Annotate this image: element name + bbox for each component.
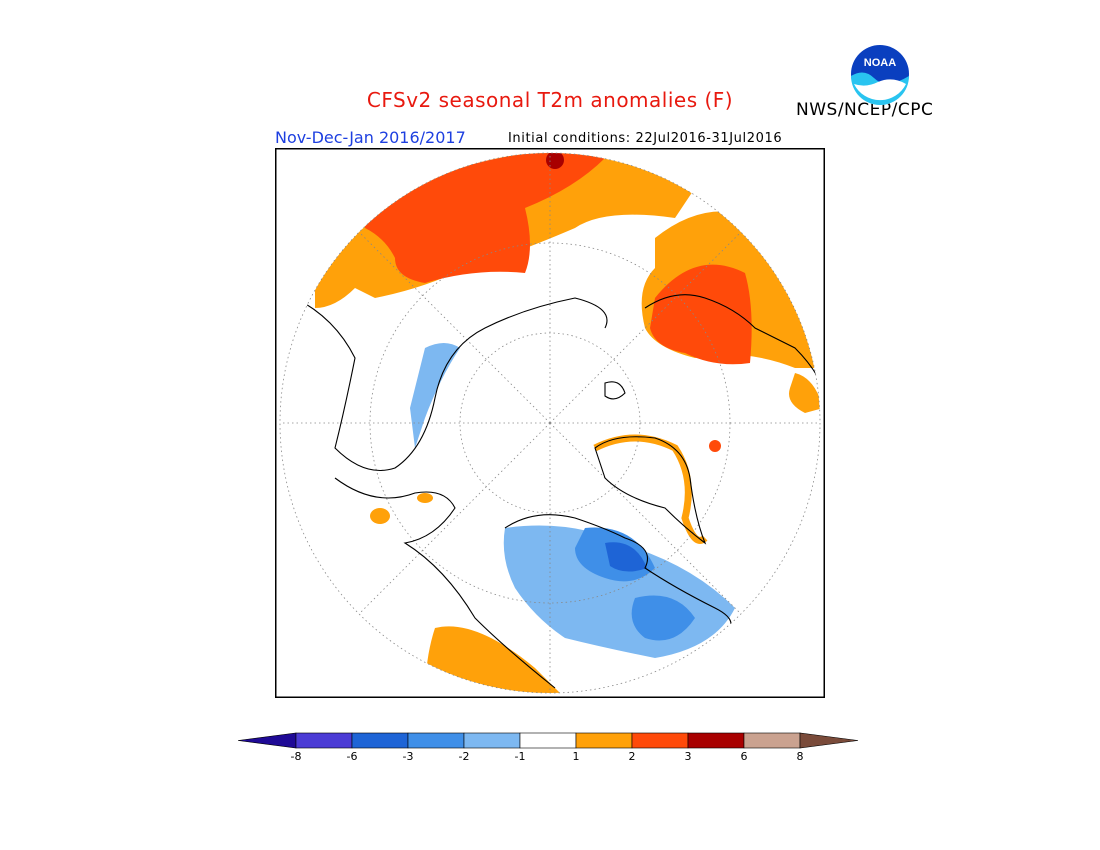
colorbar-segment — [575, 732, 633, 749]
coastline-alaska — [334, 477, 556, 689]
warm-anomaly-greenland-rim — [593, 434, 708, 544]
colorbar-segment — [463, 732, 521, 749]
strong-cold-anomaly-east — [631, 595, 695, 641]
coastline-svalbard — [604, 381, 626, 400]
coastline-europe — [644, 294, 820, 389]
colorbar-arrow-low — [238, 732, 297, 749]
initial-conditions: Initial conditions: 22Jul2016-31Jul2016 — [508, 131, 783, 146]
map-frame — [275, 148, 825, 698]
anomaly-map — [275, 148, 825, 698]
colorbar-segment — [351, 732, 409, 749]
colorbar-segment — [519, 732, 577, 749]
noaa-logo: NOAA — [849, 43, 911, 105]
colorbar-segment — [407, 732, 465, 749]
graticule — [279, 152, 821, 694]
warm-anomaly-asia-east — [789, 373, 820, 413]
forecast-period: Nov-Dec-Jan 2016/2017 — [275, 128, 466, 147]
colorbar-segment — [631, 732, 689, 749]
strong-warm-anomaly-europe — [650, 264, 752, 365]
colorbar-tick-label: 3 — [685, 750, 692, 763]
warm-spot-iceland — [709, 440, 721, 452]
colorbar-segment — [687, 732, 745, 749]
colorbar-segment — [295, 732, 353, 749]
warm-spot-pacific-small — [370, 508, 390, 524]
agency-label: NWS/NCEP/CPC — [796, 100, 934, 120]
colorbar-tick-label: 8 — [797, 750, 804, 763]
extreme-warm-spot — [546, 153, 564, 169]
warm-spot-pacific-small-2 — [417, 493, 433, 503]
colorbar-arrow-high — [799, 732, 859, 749]
colorbar-segments — [238, 732, 859, 749]
colorbar: -8 -6 -3 -2 -1 1 2 3 6 8 — [238, 732, 859, 763]
colorbar-tick-label: -6 — [347, 750, 358, 763]
logo-text: NOAA — [864, 57, 896, 69]
cold-anomaly-siberia — [410, 343, 460, 448]
colorbar-tick-label: 1 — [573, 750, 580, 763]
colorbar-tick-label: -1 — [515, 750, 526, 763]
map-title: CFSv2 seasonal T2m anomalies (F) — [366, 88, 734, 112]
coastlines — [294, 294, 820, 689]
stronger-cold-anomaly — [605, 542, 647, 572]
colorbar-tick-label: -3 — [403, 750, 414, 763]
colorbar-tick-label: -8 — [291, 750, 302, 763]
coastline-greenland — [594, 436, 707, 545]
coastline-canada — [504, 514, 732, 629]
coastline-eurasia-pacific — [294, 297, 608, 472]
colorbar-tick-label: 6 — [741, 750, 748, 763]
colorbar-tick-label: 2 — [629, 750, 636, 763]
colorbar-segment — [743, 732, 801, 749]
colorbar-ticks: -8 -6 -3 -2 -1 1 2 3 6 8 — [291, 750, 804, 763]
colorbar-tick-label: -2 — [459, 750, 470, 763]
